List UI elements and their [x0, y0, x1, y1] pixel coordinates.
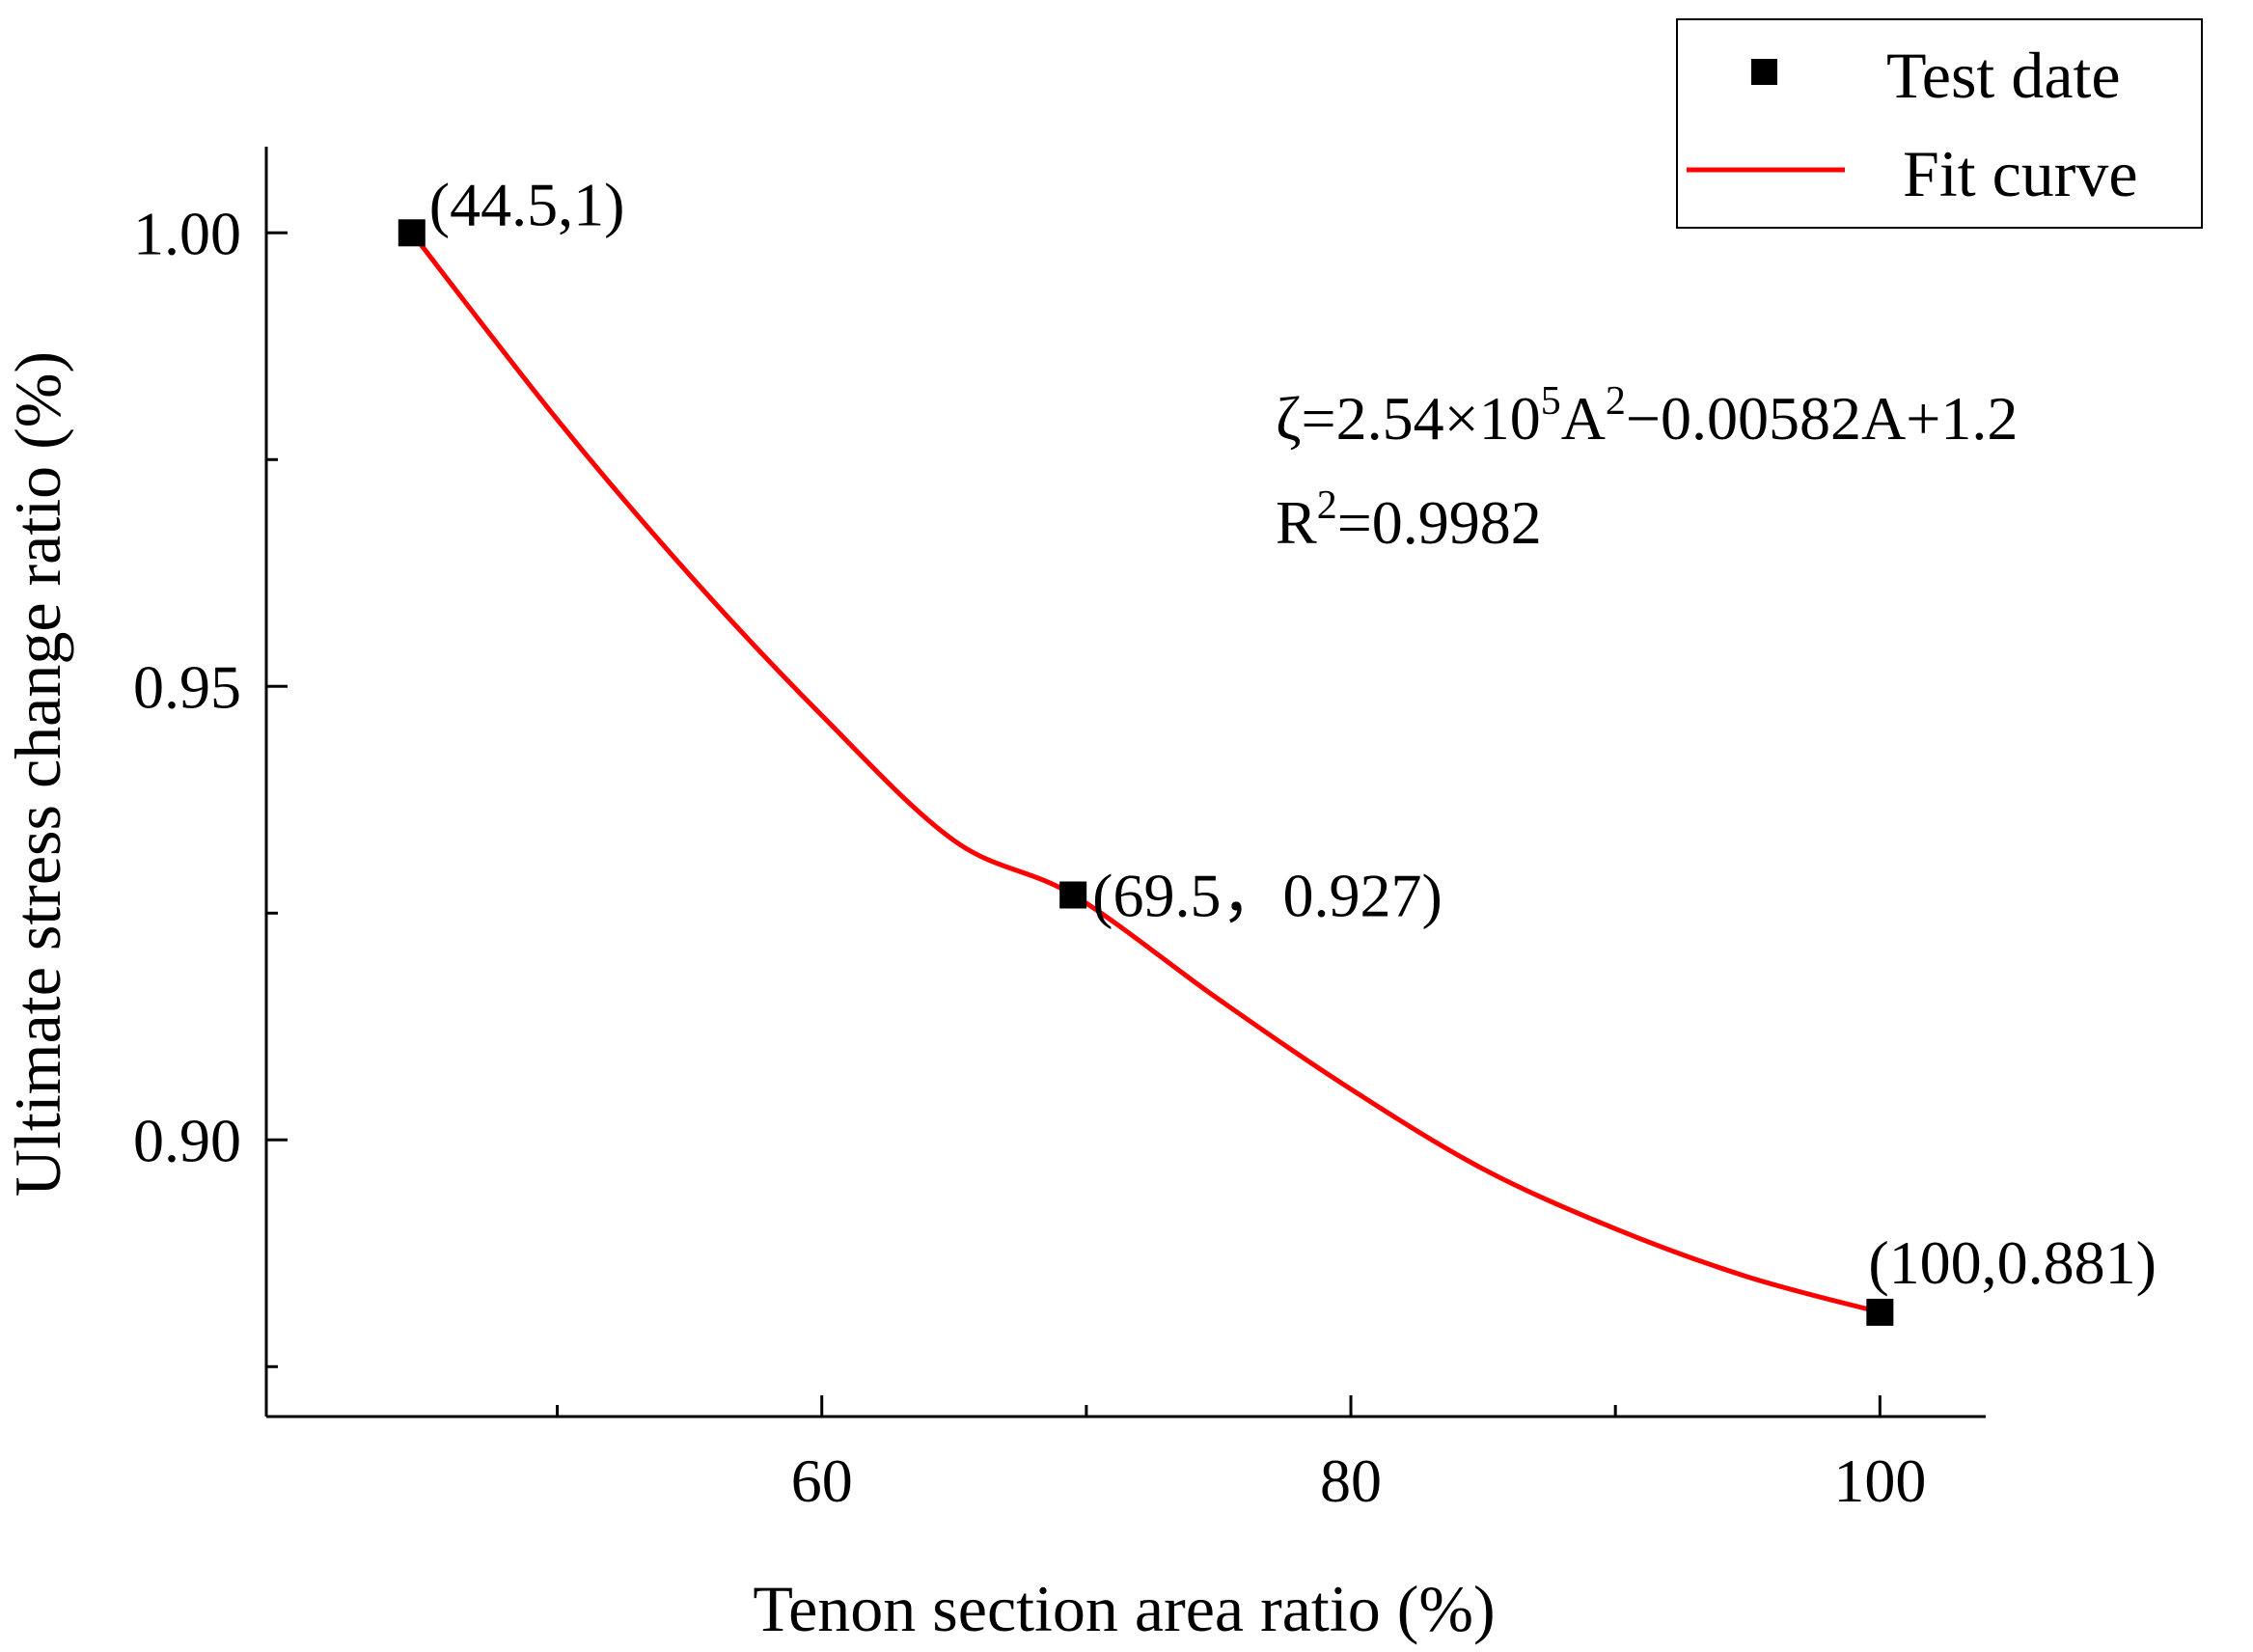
point-annotation: (100,0.881)	[1868, 1228, 2157, 1297]
x-axis-title: Tenon section area ratio (%)	[753, 1572, 1495, 1645]
y-axis-title: Ultimate stress change ratio (%)	[1, 351, 74, 1197]
legend: Test date Fit curve	[1676, 18, 2203, 229]
y-tick-label: 0.90	[133, 1106, 241, 1174]
r-squared-value: =0.9982	[1337, 488, 1542, 557]
fit-equation-part-3: −0.00582A+1.2	[1626, 384, 2018, 453]
data-point	[1059, 881, 1087, 909]
fit-curve-line	[409, 231, 1881, 1315]
fit-equation-sup-1: 5	[1541, 379, 1561, 424]
ticks: 60 80 100 0.90 0.95 1.00	[133, 199, 1926, 1515]
legend-label-fit-curve: Fit curve	[1903, 137, 2138, 210]
fit-equation: ζ=2.54×105A2−0.00582A+1.2	[1276, 379, 2018, 453]
x-tick-label: 100	[1833, 1446, 1926, 1515]
fit-curve-layer	[409, 231, 1881, 1315]
x-tick-label: 80	[1320, 1446, 1382, 1515]
point-annotation: (44.5,1)	[429, 170, 625, 238]
fit-equation-part-2: A	[1561, 384, 1606, 453]
y-tick-label: 0.95	[133, 652, 241, 721]
legend-marker-test-date	[1751, 59, 1777, 85]
y-tick-label: 1.00	[133, 199, 241, 267]
axes	[264, 147, 1986, 1418]
data-point	[1866, 1298, 1894, 1326]
x-tick-label: 60	[791, 1446, 853, 1515]
fit-equation-sup-2: 2	[1606, 379, 1626, 424]
data-points-layer	[398, 219, 1894, 1326]
r-squared-sup: 2	[1317, 483, 1337, 528]
annotation-layer: (44.5,1) (69.5，0.927) (100,0.881)	[429, 170, 2157, 1297]
data-point	[398, 219, 426, 247]
legend-label-test-date: Test date	[1886, 39, 2121, 112]
fit-equation-part-1: ζ=2.54×10	[1276, 384, 1541, 453]
legend-box	[1676, 18, 2203, 229]
r-squared-base: R	[1276, 488, 1317, 557]
r-squared: R2=0.9982	[1276, 483, 1542, 557]
point-annotation: (69.5，0.927)	[1092, 862, 1442, 930]
